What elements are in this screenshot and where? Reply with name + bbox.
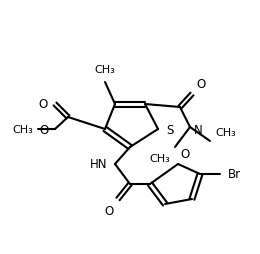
Text: O: O xyxy=(196,78,205,91)
Text: O: O xyxy=(40,123,49,136)
Text: CH₃: CH₃ xyxy=(149,153,170,163)
Text: O: O xyxy=(105,204,114,217)
Text: CH₃: CH₃ xyxy=(95,65,115,75)
Text: CH₃: CH₃ xyxy=(12,124,33,134)
Text: CH₃: CH₃ xyxy=(215,128,236,137)
Text: HN: HN xyxy=(89,158,107,171)
Text: N: N xyxy=(194,123,203,136)
Text: O: O xyxy=(180,147,189,160)
Text: S: S xyxy=(166,123,173,136)
Text: O: O xyxy=(39,98,48,111)
Text: Br: Br xyxy=(228,168,241,181)
